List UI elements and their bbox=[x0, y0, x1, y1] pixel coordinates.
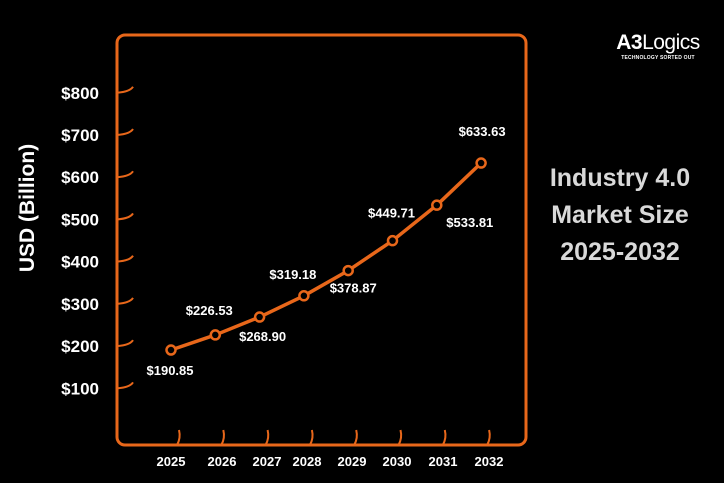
x-axis-tick bbox=[176, 429, 181, 446]
logo-brand-bold: A3 bbox=[616, 31, 643, 54]
logo-brand-rest: Logics bbox=[642, 31, 700, 54]
x-axis-tick bbox=[264, 429, 270, 446]
x-tick-label: 2025 bbox=[157, 454, 186, 469]
y-tick-label: $200 bbox=[61, 337, 99, 356]
y-tick-label: $500 bbox=[61, 210, 99, 229]
x-tick-label: 2030 bbox=[383, 454, 412, 469]
side-title-line-2: Market Size bbox=[551, 201, 689, 229]
data-label: $190.85 bbox=[147, 363, 194, 378]
y-axis-tick bbox=[116, 381, 134, 390]
y-tick-label: $100 bbox=[61, 379, 99, 398]
data-labels: $190.85 $226.53 $268.90 $319.18 $378.87 $449.… bbox=[147, 124, 506, 378]
data-point bbox=[475, 157, 487, 169]
side-title-line-1: Industry 4.0 bbox=[549, 164, 691, 192]
x-axis-tick bbox=[486, 429, 491, 446]
side-title-line-3: 2025-2032 bbox=[560, 238, 680, 266]
y-tick-label: $800 bbox=[61, 84, 99, 103]
series-line bbox=[170, 161, 483, 352]
data-label: $378.87 bbox=[330, 281, 377, 296]
a3logics-logo: A3Logics TECHNOLOGY SORTED OUT bbox=[606, 31, 710, 62]
x-axis-tick bbox=[397, 429, 403, 446]
y-axis-title: USD (Billion) bbox=[16, 144, 39, 272]
x-axis-tick bbox=[220, 429, 225, 446]
data-point bbox=[431, 199, 443, 211]
data-label: $268.90 bbox=[239, 329, 286, 344]
data-label: $319.18 bbox=[269, 267, 316, 282]
data-point bbox=[253, 311, 266, 323]
x-tick-label: 2032 bbox=[475, 454, 504, 469]
data-point bbox=[209, 329, 222, 341]
x-axis-tick bbox=[353, 429, 358, 446]
x-tick-label: 2029 bbox=[338, 454, 367, 469]
plot-frame bbox=[115, 33, 528, 447]
y-axis-tick bbox=[116, 170, 134, 179]
data-label: $226.53 bbox=[186, 303, 233, 318]
y-axis-tick bbox=[116, 212, 134, 221]
x-tick-label: 2027 bbox=[253, 454, 282, 469]
x-tick-label: 2026 bbox=[208, 454, 237, 469]
series-line-group bbox=[165, 157, 487, 356]
y-tick-label: $600 bbox=[61, 168, 99, 187]
logo-tagline: TECHNOLOGY SORTED OUT bbox=[621, 55, 695, 61]
data-label: $449.71 bbox=[368, 206, 415, 221]
y-axis-tick bbox=[116, 86, 134, 94]
data-point bbox=[342, 264, 354, 277]
y-tick-label: $400 bbox=[61, 253, 99, 272]
x-tick-label: 2031 bbox=[429, 454, 458, 469]
y-tick-label: $700 bbox=[61, 126, 99, 145]
data-point bbox=[165, 344, 177, 356]
y-axis-tick bbox=[116, 128, 134, 136]
x-axis: 2025 2026 2027 2028 2029 2030 2031 2032 bbox=[157, 429, 504, 469]
chart-side-title: Industry 4.0 Market Size 2025-2032 bbox=[532, 160, 708, 271]
y-axis-tick bbox=[116, 297, 134, 305]
y-axis-tick bbox=[116, 339, 134, 348]
x-axis-tick bbox=[441, 429, 447, 446]
y-axis-tick bbox=[116, 255, 134, 263]
y-axis: $100 $200 $300 $400 $500 $600 $700 $800 bbox=[61, 84, 134, 398]
y-tick-label: $300 bbox=[61, 295, 99, 314]
x-axis-tick bbox=[309, 429, 314, 446]
data-label: $533.81 bbox=[446, 215, 493, 230]
x-tick-label: 2028 bbox=[293, 454, 322, 469]
data-point bbox=[298, 290, 310, 302]
data-point bbox=[386, 234, 399, 247]
data-label: $633.63 bbox=[459, 124, 506, 139]
